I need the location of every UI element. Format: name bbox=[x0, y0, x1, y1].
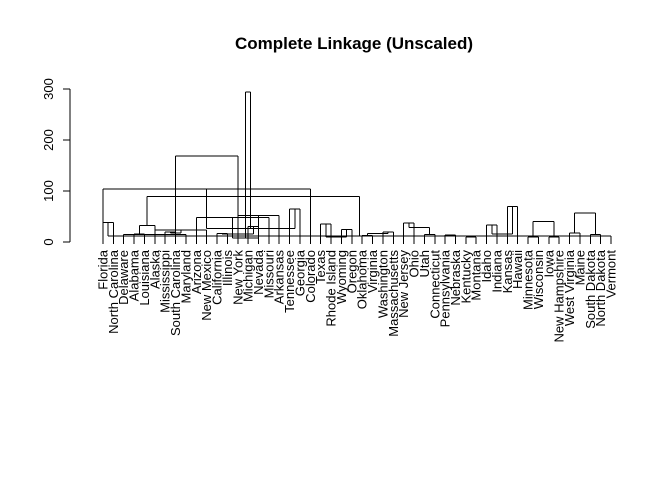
leaf-label: Louisiana bbox=[137, 249, 152, 305]
leaf-label: Mississippi bbox=[158, 250, 173, 313]
leaf-label: Indiana bbox=[489, 249, 504, 292]
leaf-label: Oregon bbox=[344, 250, 359, 293]
leaf-label: North Dakota bbox=[593, 249, 608, 326]
leaf-label: Colorado bbox=[303, 250, 318, 303]
y-tick-label: 200 bbox=[41, 129, 56, 151]
leaf-label: Montana bbox=[469, 249, 484, 300]
leaf-label: Arkansas bbox=[272, 250, 287, 305]
y-tick-label: 100 bbox=[41, 180, 56, 202]
leaf-label: Kentucky bbox=[458, 250, 473, 304]
leaf-label: Connecticut bbox=[427, 250, 442, 319]
leaf-label: Pennsylvania bbox=[438, 249, 453, 327]
leaf-label: Wyoming bbox=[334, 250, 349, 304]
dendrogram-tree bbox=[102, 91, 612, 244]
leaf-label: North Carolina bbox=[106, 249, 121, 334]
leaf-label: West Virginia bbox=[562, 249, 577, 326]
leaf-label: Wisconsin bbox=[531, 250, 546, 309]
leaf-label: Washington bbox=[375, 250, 390, 318]
leaf-label: Idaho bbox=[479, 250, 494, 283]
leaf-label: Maryland bbox=[178, 250, 193, 303]
leaf-label: Illinois bbox=[220, 250, 235, 287]
leaf-label: Texas bbox=[313, 250, 328, 284]
leaf-label: Alabama bbox=[127, 249, 142, 301]
leaf-label: Tennessee bbox=[282, 250, 297, 313]
leaf-label: South Dakota bbox=[583, 249, 598, 329]
leaf-label: Kansas bbox=[500, 250, 515, 294]
chart-title: Complete Linkage (Unscaled) bbox=[235, 34, 473, 53]
leaf-label: Minnesota bbox=[521, 249, 536, 310]
leaf-label: Missouri bbox=[261, 250, 276, 299]
leaf-label: Oklahoma bbox=[355, 249, 370, 309]
leaf-label: California bbox=[210, 249, 225, 305]
leaf-label: Rhode Island bbox=[324, 250, 339, 327]
y-tick-label: 0 bbox=[41, 238, 56, 245]
leaf-label: South Carolina bbox=[168, 249, 183, 336]
leaf-label: Hawaii bbox=[510, 250, 525, 289]
leaf-label: Maine bbox=[572, 250, 587, 285]
leaf-label: Michigan bbox=[241, 250, 256, 302]
leaf-label: Alaska bbox=[147, 249, 162, 289]
leaf-label: Florida bbox=[96, 249, 111, 290]
y-axis: 0 100 200 300 bbox=[41, 78, 71, 246]
leaf-label: Arizona bbox=[189, 249, 204, 294]
leaf-label: Ohio bbox=[407, 250, 422, 277]
leaf-label: Delaware bbox=[116, 250, 131, 305]
leaf-label: New Hampshire bbox=[552, 250, 567, 342]
leaf-label: Vermont bbox=[604, 250, 619, 299]
leaf-label: Georgia bbox=[292, 249, 307, 296]
leaf-label: New Jersey bbox=[396, 250, 411, 318]
leaf-label: Virginia bbox=[365, 249, 380, 293]
leaf-label: Nevada bbox=[251, 249, 266, 295]
leaf-label: New York bbox=[230, 250, 245, 305]
leaf-label: Iowa bbox=[541, 249, 556, 277]
y-tick-label: 300 bbox=[41, 78, 56, 100]
leaf-label: Massachusetts bbox=[386, 250, 401, 337]
leaf-label: Nebraska bbox=[448, 249, 463, 305]
leaf-label: Utah bbox=[417, 250, 432, 277]
leaf-label: New Mexico bbox=[199, 250, 214, 321]
